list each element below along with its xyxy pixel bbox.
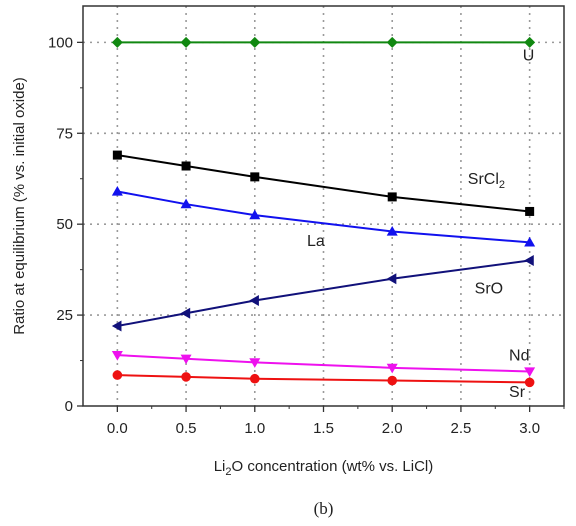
ticks: 0.0 0.5 1.0 1.5 2.0 2.5 3.0 0 25 50 75 100 bbox=[48, 34, 565, 437]
data-point bbox=[181, 161, 191, 171]
figure-caption: (b) bbox=[314, 499, 334, 518]
plot-frame bbox=[82, 5, 565, 407]
x-tick-label: 2.5 bbox=[450, 420, 471, 437]
data-point bbox=[386, 363, 398, 374]
y-axis-title: Ratio at equilibrium (% vs. initial oxid… bbox=[11, 77, 28, 335]
x-tick-label: 2.0 bbox=[382, 420, 403, 437]
x-title-sub: 2 bbox=[225, 466, 231, 478]
data-point bbox=[249, 295, 259, 307]
y-tick-label: 75 bbox=[56, 125, 73, 142]
series-srcl2 bbox=[112, 150, 535, 216]
series-labels: U SrCl2 La SrO Nd Sr bbox=[307, 48, 534, 401]
x-title-post: O concentration (wt% vs. LiCl) bbox=[232, 458, 434, 475]
data-point bbox=[386, 273, 397, 285]
series-label-srcl2: SrCl2 bbox=[468, 171, 505, 191]
data-point bbox=[180, 354, 192, 365]
data-point bbox=[387, 375, 398, 386]
data-point bbox=[386, 36, 398, 48]
data-point bbox=[180, 198, 192, 209]
data-point bbox=[180, 307, 191, 319]
data-point bbox=[111, 185, 123, 196]
series-layer bbox=[111, 36, 536, 388]
data-point bbox=[524, 255, 534, 267]
series-label-sro: SrO bbox=[475, 280, 503, 297]
data-point bbox=[111, 36, 123, 48]
y-tick-label: 100 bbox=[48, 34, 73, 51]
series-label-sr: Sr bbox=[509, 384, 526, 401]
y-tick-label: 25 bbox=[56, 307, 73, 324]
data-point bbox=[180, 36, 192, 48]
grid bbox=[83, 6, 564, 406]
x-axis-title: Li2O concentration (wt% vs. LiCl) bbox=[214, 458, 434, 478]
data-point bbox=[112, 150, 122, 160]
x-tick-label: 3.0 bbox=[519, 420, 540, 437]
data-point bbox=[249, 209, 261, 220]
data-point bbox=[387, 192, 397, 202]
data-point bbox=[249, 36, 261, 48]
series-line bbox=[117, 374, 530, 384]
series-label-nd: Nd bbox=[509, 348, 529, 365]
data-point bbox=[181, 372, 191, 382]
y-tick-label: 0 bbox=[65, 398, 73, 415]
y-tick-label: 50 bbox=[56, 216, 73, 233]
series-nd bbox=[111, 350, 536, 377]
series-sr bbox=[112, 370, 535, 388]
data-point bbox=[250, 172, 260, 182]
x-tick-label: 1.5 bbox=[313, 420, 334, 437]
data-point bbox=[524, 36, 536, 48]
series-sro bbox=[111, 255, 534, 332]
series-label-la: La bbox=[307, 233, 325, 250]
x-tick-label: 0.5 bbox=[176, 420, 197, 437]
series-u bbox=[111, 36, 536, 48]
series-la bbox=[111, 185, 536, 247]
data-point bbox=[386, 225, 398, 236]
series-label-u: U bbox=[523, 48, 535, 65]
data-point bbox=[249, 373, 260, 384]
x-tick-label: 0.0 bbox=[107, 420, 128, 437]
data-point bbox=[525, 206, 535, 216]
data-point bbox=[524, 367, 536, 377]
data-point bbox=[249, 358, 261, 368]
data-point bbox=[112, 370, 123, 380]
x-tick-label: 1.0 bbox=[244, 420, 265, 437]
x-title-pre: Li bbox=[214, 458, 226, 475]
data-point bbox=[111, 350, 123, 361]
data-point bbox=[524, 236, 536, 247]
data-point bbox=[111, 320, 122, 332]
data-point bbox=[524, 377, 535, 388]
